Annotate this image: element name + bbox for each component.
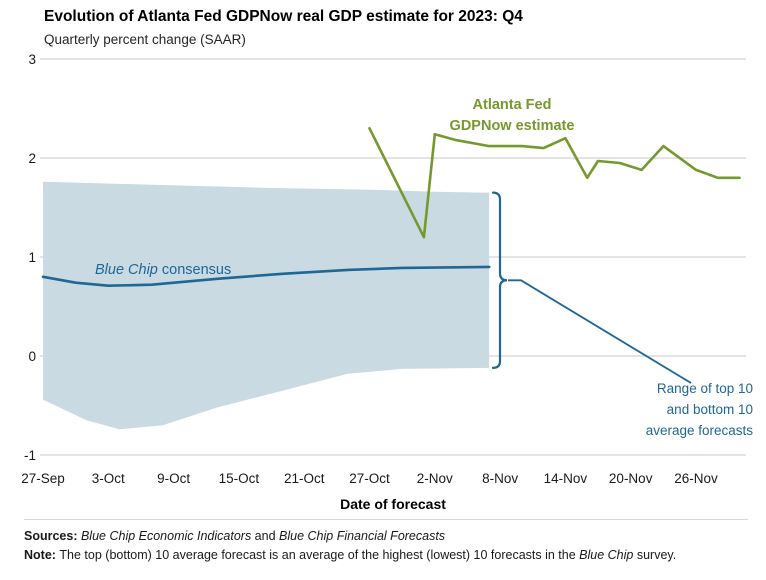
- range-annotation-line: and bottom 10: [667, 402, 753, 417]
- sources-line: Sources: Blue Chip Economic Indicators a…: [24, 527, 748, 546]
- blue-chip-line: [41, 265, 491, 287]
- x-tick-label: 8-Nov: [482, 471, 518, 486]
- x-tick-label: 20-Nov: [609, 471, 653, 486]
- sources-italic-1: Blue Chip Economic Indicators: [80, 528, 252, 543]
- gdpnow-evolution-chart: 3 2 1 0 -1 27-Sep 3-Oct 9-Oct 15-Oct 21-Oct 27-Oct…: [21, 52, 754, 512]
- gdpnow-line: [368, 126, 741, 239]
- x-tick-label: 26-Nov: [674, 471, 718, 486]
- chart-title: Evolution of Atlanta Fed GDPNow real GDP…: [44, 8, 523, 25]
- note-label: Note:: [24, 547, 60, 562]
- chart-header: Evolution of Atlanta Fed GDPNow real GDP…: [0, 8, 766, 47]
- sources-italic-2: Blue Chip Financial Forecasts: [279, 528, 446, 543]
- x-tick-label: 27-Sep: [21, 471, 65, 486]
- x-tick-label: 3-Oct: [92, 471, 125, 486]
- note-tail: survey.: [633, 547, 677, 562]
- gdpnow-series-label: Atlanta Fed: [473, 97, 552, 113]
- x-axis-title: Date of forecast: [340, 496, 446, 512]
- y-tick-label: 1: [28, 250, 36, 265]
- x-tick-label: 2-Nov: [417, 471, 453, 486]
- x-tick-label: 15-Oct: [219, 471, 260, 486]
- x-tick-label: 27-Oct: [349, 471, 390, 486]
- y-tick-label: 2: [28, 151, 36, 166]
- note-italic: Blue Chip: [579, 547, 634, 562]
- y-tick-label: 3: [28, 52, 36, 67]
- range-annotation-line: average forecasts: [646, 423, 754, 438]
- y-tick-label: 0: [28, 349, 36, 364]
- y-tick-label: -1: [24, 448, 36, 463]
- footer: Sources: Blue Chip Economic Indicators a…: [24, 518, 748, 566]
- x-tick-label: 9-Oct: [157, 471, 190, 486]
- forecast-range-band: [43, 181, 490, 429]
- range-bracket: [491, 191, 508, 369]
- note-line: Note: The top (bottom) 10 average foreca…: [24, 546, 748, 565]
- range-leader-line: [508, 278, 692, 384]
- sources-conjunction: and: [251, 528, 280, 543]
- note-text: The top (bottom) 10 average forecast is …: [59, 547, 580, 562]
- x-tick-label: 14-Nov: [544, 471, 588, 486]
- sources-label: Sources:: [24, 528, 81, 543]
- x-tick-label: 21-Oct: [284, 471, 325, 486]
- gdpnow-series-label: GDPNow estimate: [450, 118, 575, 134]
- chart-subtitle: Quarterly percent change (SAAR): [44, 31, 246, 47]
- blue-chip-series-label: Blue Chip consensus: [95, 262, 231, 278]
- range-annotation-line: Range of top 10: [657, 381, 753, 396]
